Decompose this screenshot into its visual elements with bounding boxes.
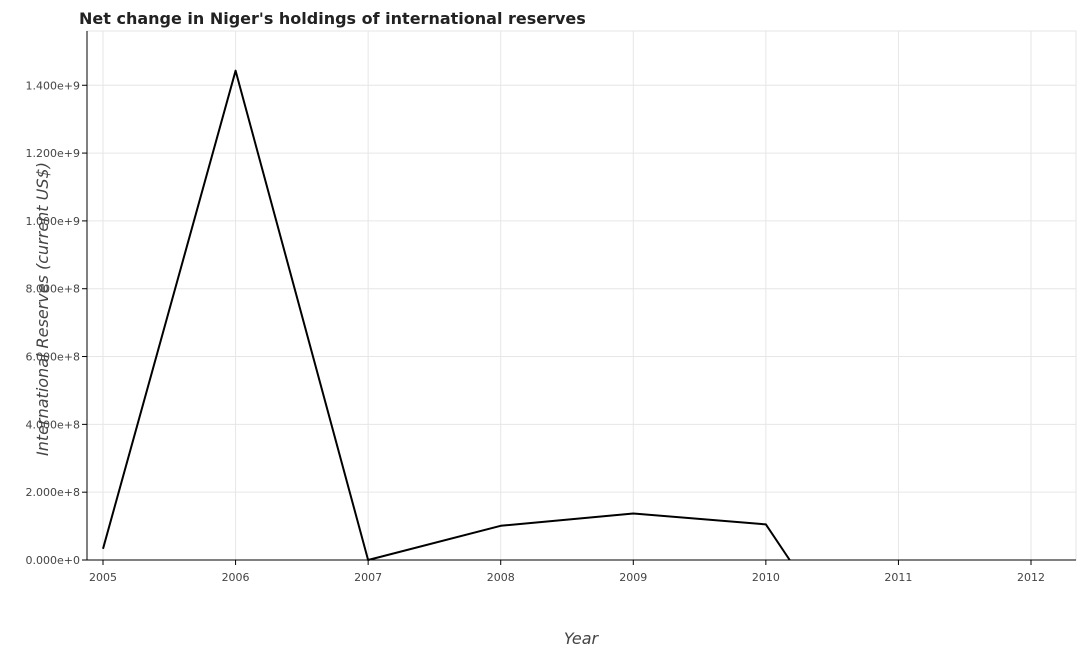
y-tick-label: 6.000e+8: [26, 351, 80, 364]
y-tick-label: 1.400e+9: [26, 79, 80, 92]
x-tick-label: 2005: [89, 571, 117, 584]
x-tick-label: 2011: [884, 571, 912, 584]
x-tick-label: 2009: [619, 571, 647, 584]
x-tick-label: 2006: [222, 571, 250, 584]
chart-title: Net change in Niger's holdings of intern…: [79, 9, 586, 28]
y-tick-label: 1.200e+9: [26, 147, 80, 160]
y-tick-label: 1.000e+9: [26, 215, 80, 228]
x-axis-ticks: 2005 2006 2007 2008 2009 2010 2011 2012: [89, 560, 1045, 584]
series-line: [102, 69, 791, 561]
y-tick-label: 0.000e+0: [26, 554, 80, 567]
y-tick-label: 4.000e+8: [26, 418, 80, 431]
x-tick-label: 2008: [487, 571, 515, 584]
y-axis-label: International Reserves (current US$): [33, 162, 52, 456]
x-tick-label: 2012: [1017, 571, 1045, 584]
grid: [86, 30, 1077, 561]
x-tick-label: 2010: [752, 571, 780, 584]
series-layer: [102, 69, 791, 561]
x-axis-label: Year: [564, 629, 600, 648]
y-tick-label: 2.000e+8: [26, 486, 80, 499]
y-tick-label: 8.000e+8: [26, 283, 80, 296]
y-axis-ticks: 0.000e+0 2.000e+8 4.000e+8 6.000e+8 8.000e+8…: [26, 79, 87, 567]
x-tick-label: 2007: [354, 571, 382, 584]
axes: [86, 31, 1076, 561]
